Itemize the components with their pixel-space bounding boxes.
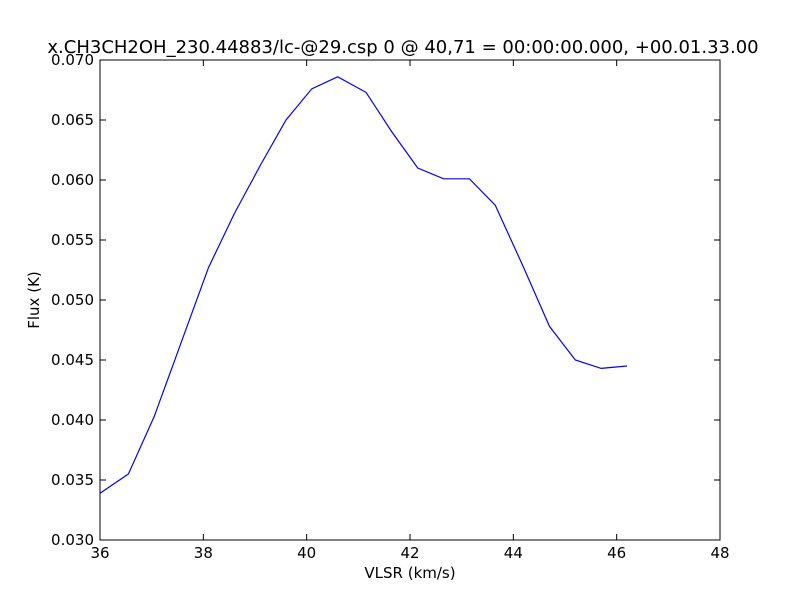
y-axis-label: Flux (K)	[25, 271, 43, 329]
series-line-flux	[99, 76, 628, 494]
y-tick-label-5: 0.055	[51, 231, 94, 249]
y-axis: 0.030 0.035 0.040 0.045 0.050 0.055 0.060 0.065…	[51, 51, 720, 549]
x-tick-label-3: 42	[400, 544, 419, 562]
y-tick-label-2: 0.040	[51, 411, 94, 429]
x-tick-label-0: 36	[90, 544, 109, 562]
x-axis-label: VLSR (km/s)	[364, 564, 455, 582]
y-tick-label-4: 0.050	[51, 291, 94, 309]
x-tick-label-5: 46	[607, 544, 626, 562]
y-tick-label-6: 0.060	[51, 171, 94, 189]
plot-frame	[99, 59, 721, 541]
chart-title: x.CH3CH2OH_230.44883/lc-@29.csp 0 @ 40,7…	[47, 37, 758, 58]
y-tick-label-8: 0.070	[51, 51, 94, 69]
plot-area	[99, 59, 721, 541]
x-tick-label-6: 48	[710, 544, 729, 562]
y-tick-label-0: 0.030	[51, 531, 94, 549]
y-tick-label-1: 0.035	[51, 471, 94, 489]
x-tick-label-2: 40	[297, 544, 316, 562]
x-axis: 36 38 40 42 44 46 48	[90, 60, 730, 562]
y-tick-label-3: 0.045	[51, 351, 94, 369]
x-tick-label-4: 44	[504, 544, 523, 562]
x-tick-label-1: 38	[194, 544, 213, 562]
y-tick-label-7: 0.065	[51, 111, 94, 129]
